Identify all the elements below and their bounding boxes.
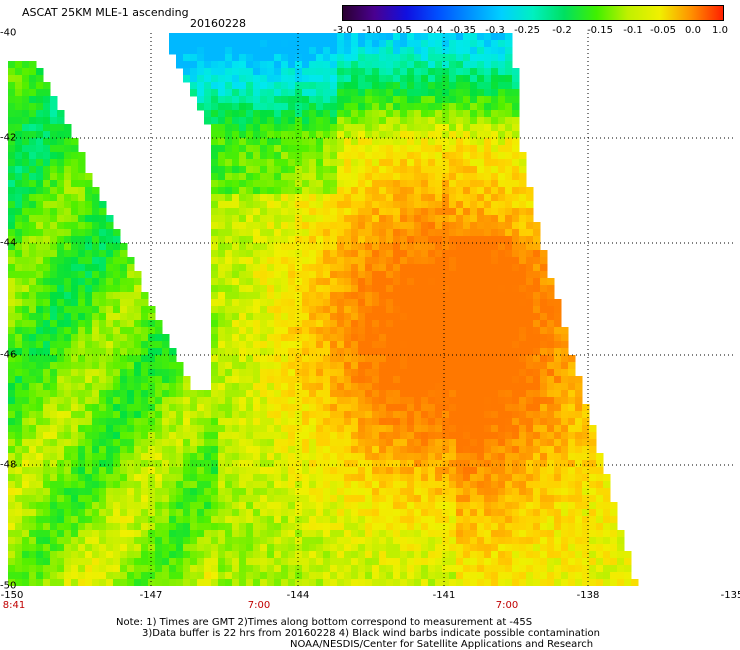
time-label: 7:00 (495, 600, 519, 611)
note-line-2: 3)Data buffer is 22 hrs from 20160228 4)… (142, 628, 600, 639)
color-scale-tick: -0.05 (650, 25, 676, 36)
color-scale-tick: -0.4 (423, 25, 443, 36)
longitude-label: -141 (432, 590, 456, 601)
color-scale-tick: -0.15 (587, 25, 613, 36)
color-scale-tick: 0.0 (685, 25, 701, 36)
color-scale-tick: -3.0 (333, 25, 353, 36)
time-label: 8:41 (2, 600, 26, 611)
color-scale-tick: 1.0 (712, 25, 728, 36)
latitude-label: -46 (0, 349, 17, 361)
map-date: 20160228 (190, 17, 246, 30)
note-line-1: Note: 1) Times are GMT 2)Times along bot… (116, 617, 533, 628)
latitude-label: -44 (0, 237, 17, 249)
color-scale-bar (342, 5, 724, 21)
color-scale-tick: -0.35 (450, 25, 476, 36)
latitude-label: -50 (0, 580, 17, 592)
longitude-label: -150 (0, 590, 24, 601)
color-scale-tick: -0.1 (623, 25, 643, 36)
longitude-label: -135 (720, 590, 740, 601)
longitude-label: -147 (139, 590, 163, 601)
color-scale-tick: -0.5 (392, 25, 412, 36)
note-line-3: NOAA/NESDIS/Center for Satellite Applica… (290, 639, 594, 650)
longitude-label: -144 (286, 590, 310, 601)
latitude-label: -48 (0, 459, 17, 471)
color-scale-tick: -0.3 (485, 25, 505, 36)
time-label: 7:00 (247, 600, 271, 611)
scatterometer-map (8, 33, 733, 586)
color-scale-tick: -1.0 (362, 25, 382, 36)
latitude-label: -40 (0, 27, 17, 39)
map-title: ASCAT 25KM MLE-1 ascending (22, 6, 189, 19)
color-scale-tick: -0.2 (552, 25, 572, 36)
latitude-label: -42 (0, 132, 17, 144)
color-scale-tick: -0.25 (514, 25, 540, 36)
longitude-label: -138 (576, 590, 600, 601)
